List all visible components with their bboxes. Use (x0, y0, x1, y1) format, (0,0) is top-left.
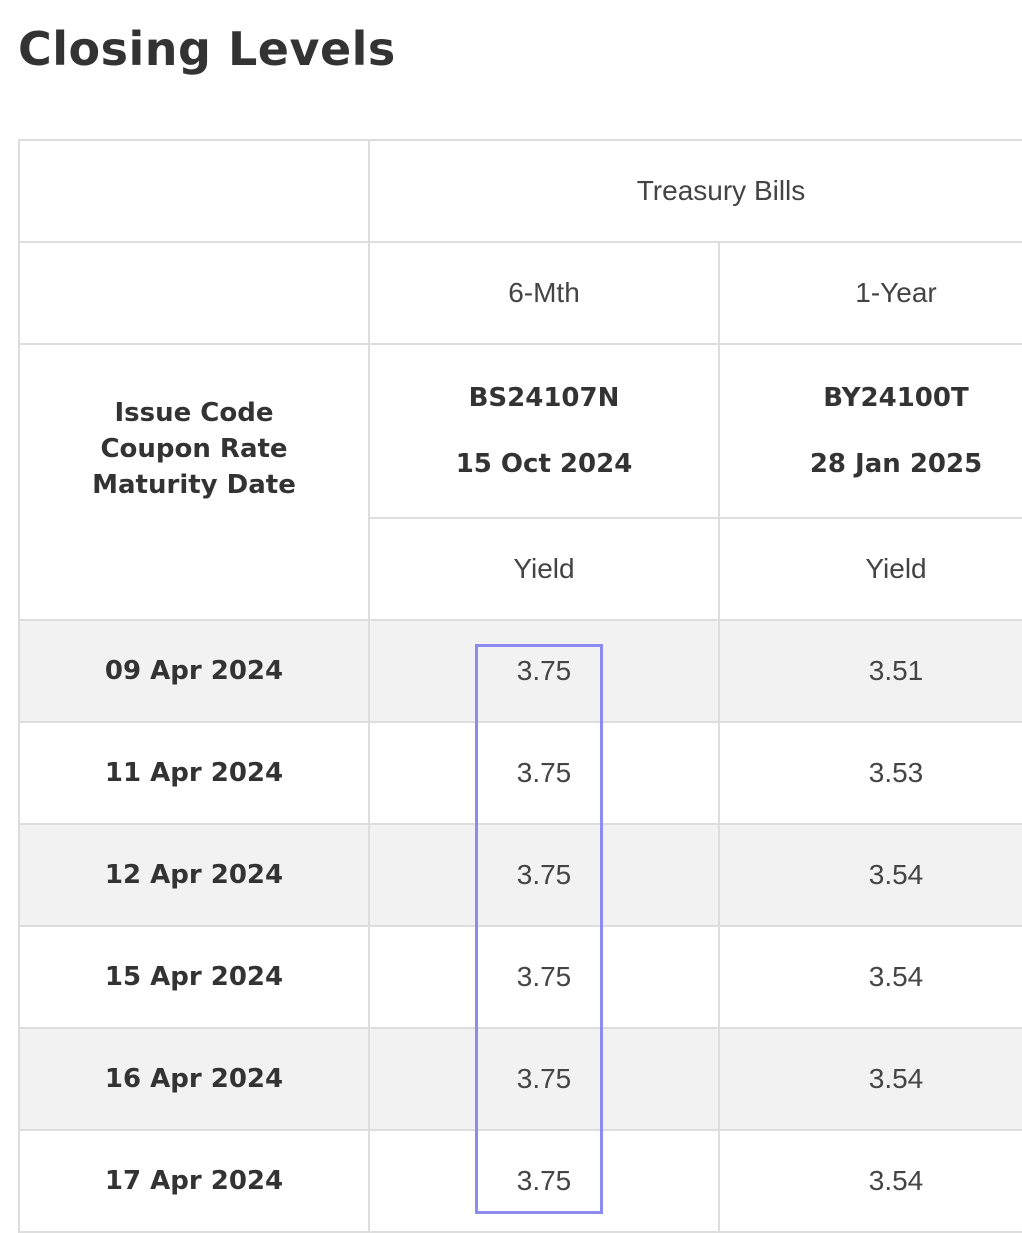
table-row: 12 Apr 2024 3.75 3.54 (18, 823, 1022, 927)
yield-6-mth: 3.75 (368, 925, 720, 1029)
issue-row: Issue Code Coupon Rate Maturity Date BS2… (18, 343, 1022, 621)
issue-cell-6-mth: BS24107N 15 Oct 2024 (368, 343, 720, 519)
yield-1-year: 3.54 (717, 1027, 1022, 1131)
tenor-6-mth: 6-Mth (368, 241, 720, 345)
measure-row: Yield Yield (19, 517, 1022, 621)
issue-cell-1-year: BY24100T 28 Jan 2025 (717, 343, 1022, 519)
maturity-date: 15 Oct 2024 (455, 449, 633, 479)
row-date: 11 Apr 2024 (18, 721, 370, 825)
row-date: 12 Apr 2024 (18, 823, 370, 927)
measure-label-1-year: Yield (717, 517, 1022, 621)
yield-6-mth: 3.75 (368, 1027, 720, 1131)
yield-1-year: 3.54 (717, 1129, 1022, 1233)
yield-1-year: 3.53 (717, 721, 1022, 825)
spec-label-cell: Issue Code Coupon Rate Maturity Date (18, 343, 370, 621)
yield-1-year: 3.51 (717, 619, 1022, 723)
label-maturity-date: Maturity Date (92, 470, 296, 500)
group-header-treasury-bills: Treasury Bills (367, 139, 1022, 243)
row-date: 15 Apr 2024 (18, 925, 370, 1029)
yield-6-mth: 3.75 (368, 619, 720, 723)
label-coupon-rate: Coupon Rate (100, 434, 288, 464)
yield-6-mth: 3.75 (368, 1129, 720, 1233)
table-row: 15 Apr 2024 3.75 3.54 (18, 925, 1022, 1029)
table-row: 11 Apr 2024 3.75 3.53 (18, 721, 1022, 825)
issue-code: BY24100T (823, 383, 969, 413)
yield-1-year: 3.54 (717, 823, 1022, 927)
row-date: 17 Apr 2024 (18, 1129, 370, 1233)
yield-6-mth: 3.75 (368, 823, 720, 927)
yield-6-mth: 3.75 (368, 721, 720, 825)
maturity-date: 28 Jan 2025 (809, 449, 983, 479)
measure-label-6-mth: Yield (368, 517, 720, 621)
table-row: 09 Apr 2024 3.75 3.51 (18, 619, 1022, 723)
tenor-1-year: 1-Year (717, 241, 1022, 345)
tenor-row: 6-Mth 1-Year (18, 241, 1022, 345)
closing-levels-table: Treasury Bills 6-Mth 1-Year Issue Code C… (18, 139, 1022, 1233)
issue-code: BS24107N (468, 383, 620, 413)
row-date: 09 Apr 2024 (18, 619, 370, 723)
header-corner-cell (18, 139, 370, 243)
group-header-row: Treasury Bills (18, 139, 1022, 243)
label-issue-code: Issue Code (114, 398, 274, 428)
yield-1-year: 3.54 (717, 925, 1022, 1029)
tenor-corner-cell (18, 241, 370, 345)
table-row: 17 Apr 2024 3.75 3.54 (18, 1129, 1022, 1233)
page-title: Closing Levels (18, 22, 396, 76)
row-date: 16 Apr 2024 (18, 1027, 370, 1131)
table-row: 16 Apr 2024 3.75 3.54 (18, 1027, 1022, 1131)
